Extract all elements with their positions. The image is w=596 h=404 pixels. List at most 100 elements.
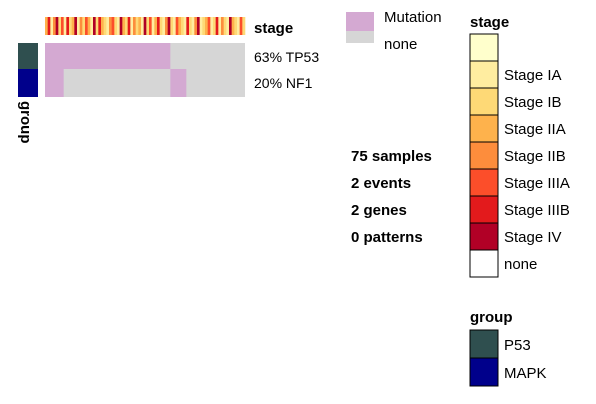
group-legend-swatch xyxy=(469,357,499,387)
stage-cell xyxy=(71,17,75,35)
stat-patterns: 0 patterns xyxy=(351,229,423,246)
stat-samples: 75 samples xyxy=(351,148,432,165)
stage-cell xyxy=(93,17,96,35)
row-group-label: group xyxy=(17,101,34,144)
stage-cell xyxy=(111,17,115,35)
mutation-cell xyxy=(45,69,64,97)
group-legend-label: MAPK xyxy=(504,365,547,382)
group-legend: P53 MAPK xyxy=(469,329,547,387)
stage-cell xyxy=(189,17,192,35)
stage-cell xyxy=(239,17,243,35)
stage-cell xyxy=(197,17,200,35)
group-legend-label: P53 xyxy=(504,337,531,354)
stage-legend-label: Stage IIA xyxy=(504,121,566,138)
stage-legend-swatch xyxy=(469,222,499,251)
stage-cell xyxy=(221,17,224,35)
stage-track-label: stage xyxy=(254,20,293,37)
stage-cell xyxy=(162,17,166,35)
stage-legend-swatch xyxy=(469,114,499,143)
stage-legend-label: Stage IV xyxy=(504,229,562,246)
group-bar-mapk xyxy=(18,69,38,97)
stage-cell xyxy=(77,17,80,35)
stage-cell xyxy=(53,17,56,35)
stage-cell xyxy=(45,17,48,35)
stage-legend-label: Stage IB xyxy=(504,94,562,111)
stage-legend-label: Stage IIIB xyxy=(504,202,570,219)
group-legend-swatch xyxy=(469,329,499,359)
stage-cell xyxy=(173,17,176,35)
stage-cell xyxy=(122,17,126,35)
stage-cell xyxy=(181,17,184,35)
stage-cell xyxy=(237,17,240,35)
legend-swatch-none xyxy=(346,31,374,43)
stage-cell xyxy=(157,17,160,35)
stage-cell xyxy=(74,17,78,35)
stage-cell xyxy=(66,17,70,35)
stage-cell xyxy=(143,17,147,35)
stage-cell xyxy=(103,17,107,35)
stage-cell xyxy=(133,17,136,35)
stage-cell xyxy=(85,17,88,35)
stage-legend-swatch xyxy=(469,87,499,116)
stage-cell xyxy=(210,17,214,35)
stage-cell xyxy=(234,17,238,35)
stage-cell xyxy=(242,17,246,35)
stage-cell xyxy=(79,17,83,35)
stage-cell xyxy=(229,17,232,35)
stage-cell xyxy=(125,17,128,35)
stage-cell xyxy=(50,17,54,35)
stage-legend-swatch xyxy=(469,33,499,62)
stage-cell xyxy=(90,17,94,35)
matrix-background-nf1 xyxy=(45,69,245,97)
stage-cell xyxy=(167,17,171,35)
mutation-cell xyxy=(170,69,187,97)
stage-legend-swatch xyxy=(469,168,499,197)
stage-cell xyxy=(178,17,182,35)
stage-cell xyxy=(231,17,235,35)
stage-cell xyxy=(130,17,134,35)
stage-cell xyxy=(69,17,72,35)
stage-cell xyxy=(95,17,99,35)
stage-cell xyxy=(82,17,86,35)
stage-cell xyxy=(183,17,187,35)
stage-cell xyxy=(154,17,158,35)
stage-cell xyxy=(151,17,155,35)
stage-cell xyxy=(109,17,112,35)
stat-events: 2 events xyxy=(351,175,411,192)
gene-label-nf1: 20% NF1 xyxy=(254,75,313,91)
stage-cell xyxy=(213,17,216,35)
stage-cell xyxy=(119,17,123,35)
stage-legend-label: Stage IIIA xyxy=(504,175,570,192)
stage-cell xyxy=(141,17,144,35)
gene-label-tp53: 63% TP53 xyxy=(254,49,319,65)
stage-legend-swatch xyxy=(469,60,499,89)
stage-legend-swatch xyxy=(469,195,499,224)
legend-label-none: none xyxy=(384,36,417,53)
stage-cell xyxy=(55,17,59,35)
stage-cell xyxy=(202,17,206,35)
stat-genes: 2 genes xyxy=(351,202,407,219)
stage-cell xyxy=(135,17,139,35)
group-legend-title: group xyxy=(470,309,513,326)
stage-cell xyxy=(207,17,211,35)
stage-cell xyxy=(127,17,131,35)
stage-cell xyxy=(223,17,227,35)
stage-cell xyxy=(87,17,91,35)
stage-cell xyxy=(61,17,64,35)
stage-cell xyxy=(191,17,195,35)
stage-cell xyxy=(138,17,142,35)
stage-cell xyxy=(159,17,163,35)
stage-cell xyxy=(205,17,208,35)
stage-cell xyxy=(175,17,179,35)
stage-cell xyxy=(63,17,67,35)
stage-cell xyxy=(47,17,51,35)
stage-cell xyxy=(117,17,120,35)
stage-cell xyxy=(199,17,203,35)
stage-legend-swatch xyxy=(469,141,499,170)
oncoprint-matrix xyxy=(45,43,245,97)
stage-cell xyxy=(58,17,62,35)
stage-cell xyxy=(218,17,222,35)
stage-cell xyxy=(194,17,198,35)
